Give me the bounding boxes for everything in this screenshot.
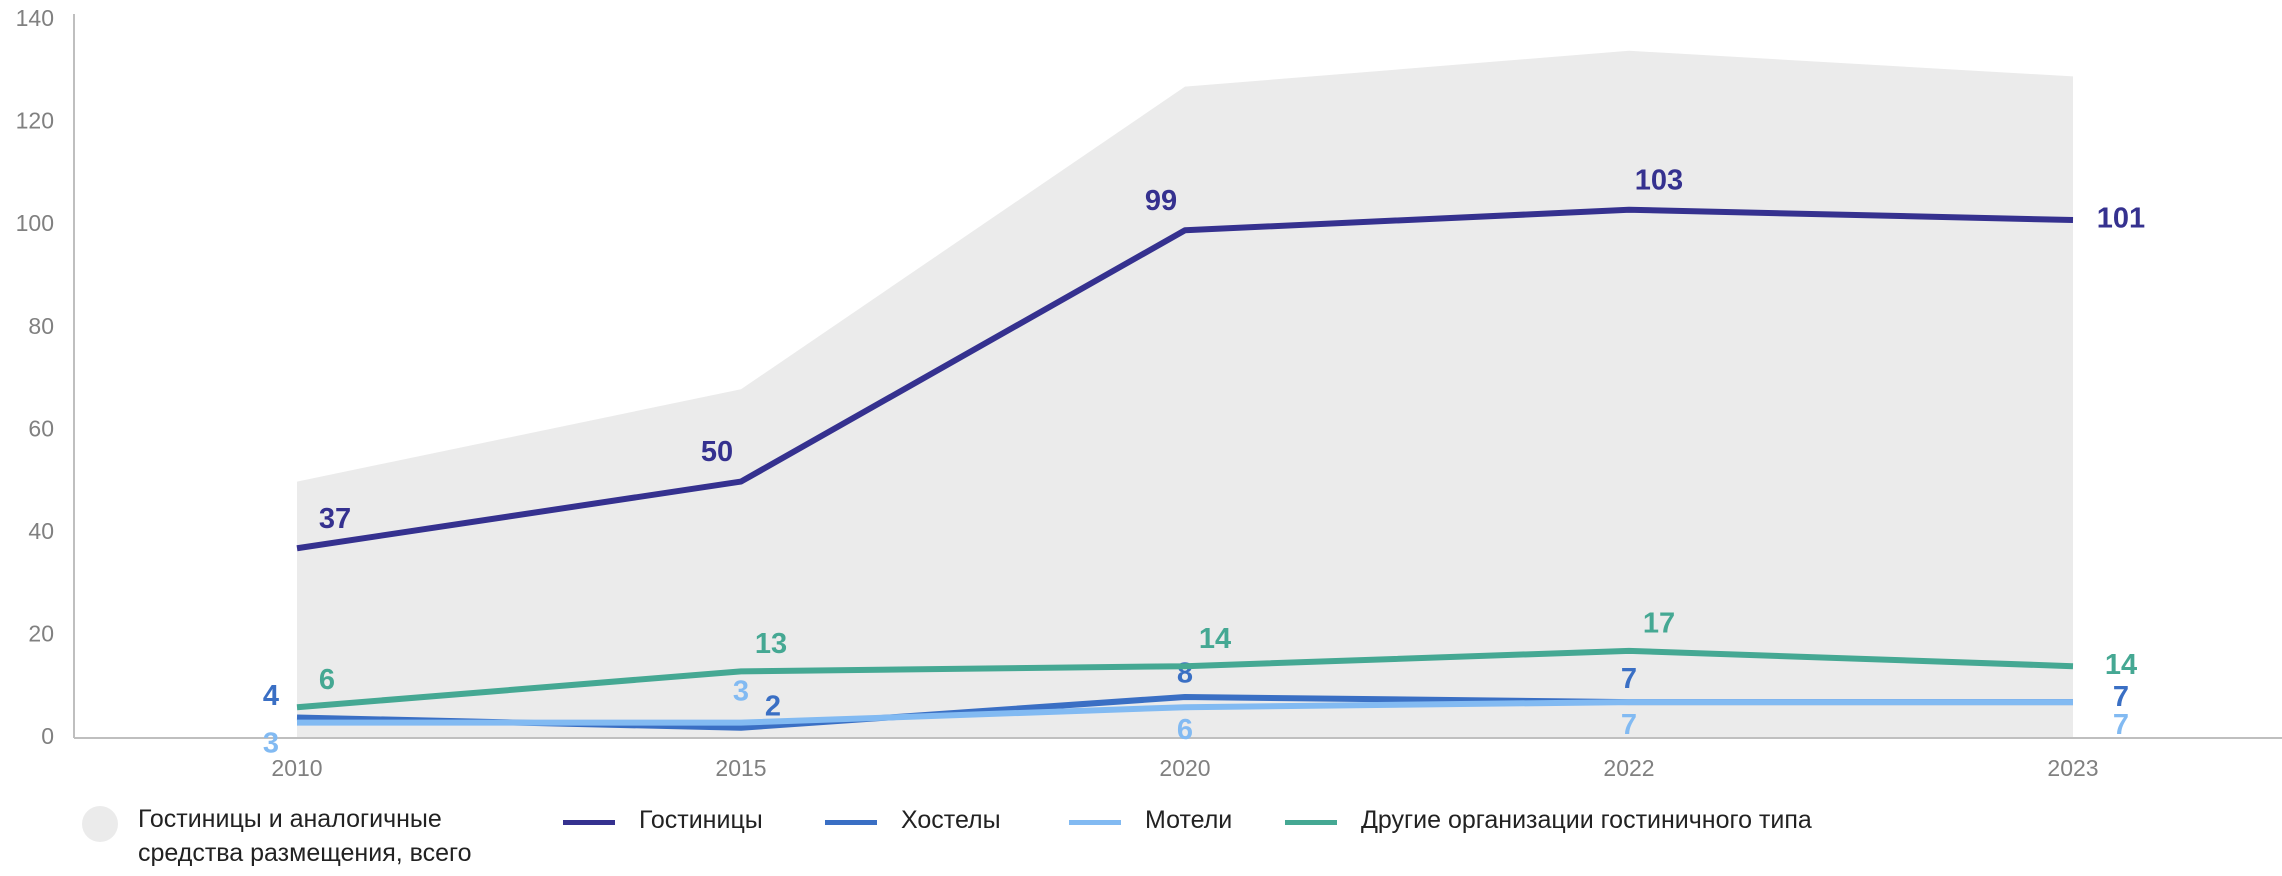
data-label: 7 — [1621, 663, 1637, 695]
line — [296, 206, 2074, 552]
data-label: 101 — [2097, 203, 2145, 235]
data-label: 7 — [2113, 709, 2129, 741]
y-tick-label: 120 — [16, 108, 54, 134]
y-tick-label: 80 — [28, 313, 54, 339]
data-label: 103 — [1635, 164, 1683, 196]
legend-swatch — [825, 820, 877, 825]
data-label: 50 — [701, 436, 733, 468]
data-label: 17 — [1643, 607, 1675, 639]
legend-label: Мотели — [1145, 806, 1233, 834]
data-label: 13 — [755, 628, 787, 660]
line — [296, 647, 2074, 711]
y-tick-label: 60 — [28, 415, 54, 441]
legend-swatch — [1069, 820, 1121, 825]
x-tick-label: 2022 — [1603, 755, 1654, 781]
legend-item: Хостелы — [825, 806, 1001, 835]
legend-label: Гостиницы и аналогичные средства размеще… — [138, 805, 472, 867]
data-label: 3 — [263, 727, 279, 759]
y-tick-label: 40 — [28, 518, 54, 544]
data-label: 3 — [733, 675, 749, 707]
x-tick-label: 2020 — [1159, 755, 1210, 781]
data-label: 8 — [1177, 658, 1193, 690]
legend-label: Хостелы — [901, 806, 1001, 834]
legend-swatch — [82, 806, 118, 842]
legend-item: Другие организации гостиничного типа — [1285, 806, 1812, 835]
y-tick-label: 0 — [41, 723, 54, 749]
data-label: 6 — [319, 664, 335, 696]
y-tick-label: 20 — [28, 621, 54, 647]
area — [297, 50, 2073, 739]
legend-item: Мотели — [1069, 806, 1232, 835]
x-tick-label: 2015 — [715, 755, 766, 781]
legend-swatch — [563, 820, 615, 825]
data-label: 2 — [765, 690, 781, 722]
data-label: 7 — [1621, 709, 1637, 741]
data-label: 6 — [1177, 714, 1193, 746]
x-tick-label: 2023 — [2047, 755, 2098, 781]
data-label: 7 — [2113, 681, 2129, 713]
data-label: 14 — [1199, 623, 1231, 655]
legend-label: Другие организации гостиничного типа — [1361, 806, 1812, 834]
y-tick-label: 140 — [16, 5, 54, 31]
legend-label: Гостиницы — [639, 806, 763, 834]
legend: Гостиницы и аналогичные средства размеще… — [0, 805, 2282, 876]
data-label: 99 — [1145, 185, 1177, 217]
data-label: 37 — [319, 503, 351, 535]
legend-swatch — [1285, 820, 1337, 825]
x-tick-label: 2010 — [271, 755, 322, 781]
data-label: 14 — [2105, 649, 2137, 681]
line — [297, 699, 2073, 726]
data-label: 4 — [263, 680, 279, 712]
y-tick-label: 100 — [16, 210, 54, 236]
legend-item: Гостиницы и аналогичные средства размеще… — [82, 805, 518, 870]
legend-item: Гостиницы — [563, 806, 763, 835]
